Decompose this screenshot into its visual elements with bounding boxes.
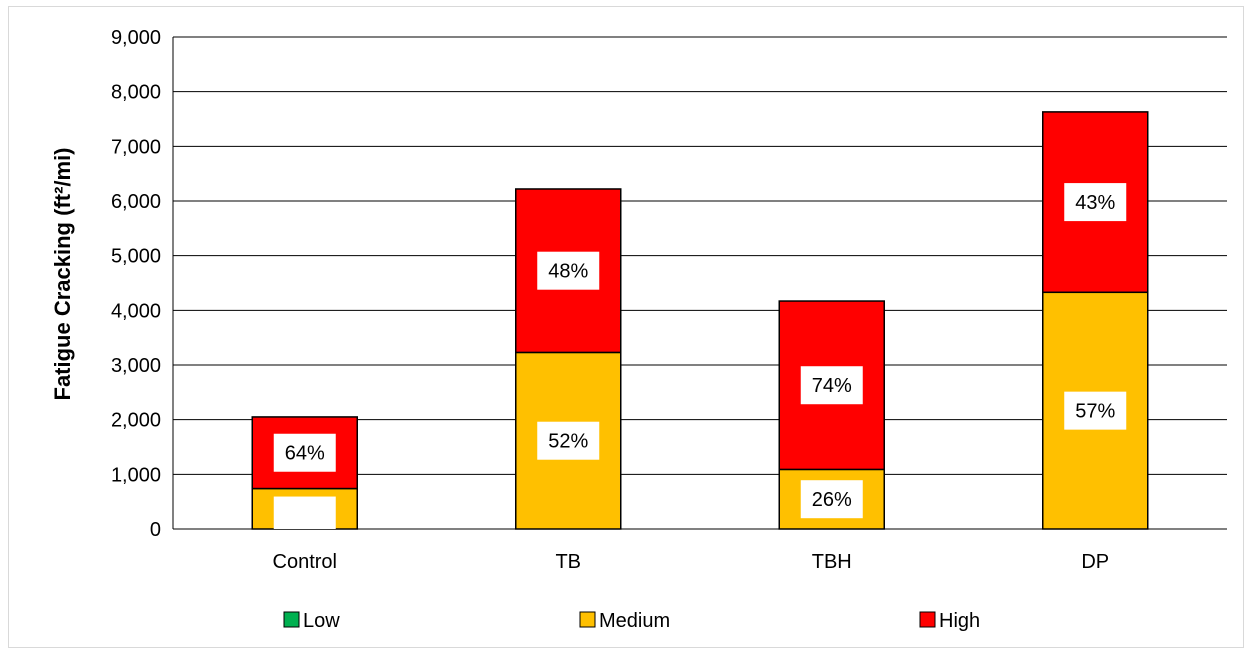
legend-label-medium: Medium — [599, 610, 670, 632]
data-label: 74% — [812, 375, 852, 397]
data-label-box — [1064, 391, 1127, 430]
legend-swatch-high — [919, 611, 936, 628]
data-label-box — [1064, 183, 1127, 222]
legend-swatch-medium — [579, 611, 596, 628]
y-tick-label: 9,000 — [111, 27, 161, 49]
data-label-box — [537, 421, 600, 460]
x-tick-label: TBH — [812, 551, 852, 573]
data-label-box — [273, 496, 336, 529]
y-tick-label: 4,000 — [111, 300, 161, 322]
data-label-box — [800, 366, 863, 405]
data-label: 57% — [1075, 401, 1115, 423]
y-tick-label: 1,000 — [111, 464, 161, 486]
x-tick-label: TB — [555, 551, 581, 573]
legend-label-low: Low — [303, 610, 340, 632]
data-label-box — [273, 433, 336, 472]
bars: 64% 52% 48% 26% 74% 57% 43% — [251, 111, 1149, 530]
data-label-box — [537, 251, 600, 290]
legend: Low Medium High — [283, 610, 980, 632]
y-tick-label: 2,000 — [111, 410, 161, 432]
chart-area — [8, 6, 1244, 648]
legend-swatch-low — [283, 611, 300, 628]
data-label: 48% — [548, 261, 588, 283]
data-label-box — [800, 480, 863, 519]
y-tick-label: 7,000 — [111, 136, 161, 158]
x-tick-label: DP — [1081, 551, 1109, 573]
y-tick-label: 8,000 — [111, 82, 161, 104]
y-tick-label: 3,000 — [111, 355, 161, 377]
y-tick-label: 5,000 — [111, 246, 161, 268]
data-label: 26% — [812, 489, 852, 511]
data-label: 64% — [285, 443, 325, 465]
y-axis-label: Fatigue Cracking (ft²/mi) — [50, 147, 75, 400]
x-tick-label: Control — [273, 551, 337, 573]
x-tick-labels: Control TB TBH DP — [273, 551, 1110, 573]
legend-label-high: High — [939, 610, 980, 632]
y-tick-label: 0 — [150, 519, 161, 541]
data-label: 43% — [1075, 192, 1115, 214]
y-tick-labels: 0 1,000 2,000 3,000 4,000 5,000 6,000 7,000 8,00… — [111, 27, 161, 541]
data-label: 52% — [548, 431, 588, 453]
y-tick-label: 6,000 — [111, 191, 161, 213]
